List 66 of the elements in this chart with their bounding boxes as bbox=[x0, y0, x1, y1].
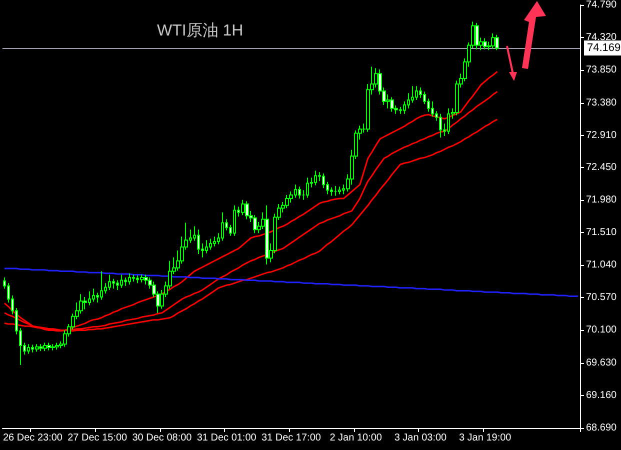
x-tick-label: 30 Dec 08:00 bbox=[132, 432, 192, 444]
candlestick bbox=[35, 344, 39, 352]
candlestick bbox=[47, 342, 51, 351]
y-tick-label: 74.320 bbox=[586, 32, 618, 44]
text: WTI原油 1H bbox=[157, 22, 244, 40]
x-tick-label: 26 Dec 23:00 bbox=[2, 432, 63, 444]
y-tick-label: 71.040 bbox=[586, 260, 618, 271]
candlestick bbox=[314, 170, 317, 186]
candlestick bbox=[43, 342, 47, 352]
candlestick bbox=[253, 214, 257, 234]
candlestick bbox=[92, 288, 95, 302]
y-tick-label: 73.850 bbox=[586, 64, 618, 76]
candlestick bbox=[233, 204, 236, 236]
candlestick bbox=[334, 185, 337, 196]
y-tick-label: 71.980 bbox=[586, 194, 618, 206]
x-tick-label: 31 Dec 17:00 bbox=[261, 432, 322, 444]
candlestick bbox=[51, 344, 55, 351]
candlestick bbox=[439, 113, 442, 138]
y-tick-label: 72.450 bbox=[586, 162, 618, 173]
candlestick bbox=[112, 278, 115, 290]
candlestick bbox=[221, 212, 224, 242]
x-tick-label: 2 Jan 10:00 bbox=[330, 432, 382, 444]
candlestick bbox=[491, 32, 495, 50]
candlestick bbox=[306, 177, 309, 198]
candlestick bbox=[495, 34, 499, 51]
y-tick-label: 73.380 bbox=[586, 97, 618, 108]
candlestick bbox=[245, 200, 249, 220]
y-tick-label: 72.910 bbox=[586, 130, 618, 141]
y-tick-label: 69.630 bbox=[586, 357, 618, 368]
candlestick bbox=[298, 186, 301, 199]
x-tick-label: 3 Jan 19:00 bbox=[458, 432, 512, 444]
candlestick bbox=[132, 274, 135, 282]
candlestick bbox=[120, 274, 123, 288]
candlestick bbox=[213, 236, 216, 247]
x-tick-label: 31 Dec 01:00 bbox=[196, 432, 257, 444]
candlestick bbox=[415, 86, 418, 100]
x-tick-label: 27 Dec 15:00 bbox=[68, 432, 128, 444]
candlestick bbox=[209, 238, 212, 250]
ref-line-label: 74.169 bbox=[587, 42, 621, 54]
y-tick-label: 69.160 bbox=[586, 390, 618, 401]
candlestick bbox=[27, 344, 30, 354]
candlestick bbox=[483, 38, 487, 50]
y-tick-label: 74.790 bbox=[586, 0, 618, 10]
y-tick-label: 70.570 bbox=[586, 292, 618, 304]
candlestick bbox=[197, 229, 200, 254]
candlestick bbox=[140, 274, 144, 283]
y-tick-label: 71.510 bbox=[586, 226, 618, 238]
candlestick bbox=[144, 274, 148, 285]
candlestick bbox=[285, 194, 289, 209]
y-tick-label: 70.100 bbox=[586, 324, 618, 336]
candlestick bbox=[475, 22, 479, 50]
candlestick bbox=[39, 344, 43, 352]
candlestick bbox=[205, 240, 208, 254]
y-tick-label: 68.690 bbox=[586, 422, 618, 434]
candlestick bbox=[338, 186, 341, 195]
candlestick bbox=[265, 204, 269, 265]
candlestick bbox=[55, 342, 59, 350]
candlestick bbox=[100, 270, 103, 300]
line-series bbox=[4, 268, 579, 297]
x-tick-label: 3 Jan 03:00 bbox=[394, 432, 448, 444]
candlestick bbox=[128, 272, 131, 285]
candlestick bbox=[108, 274, 111, 291]
candlestick bbox=[241, 199, 245, 216]
candlestick bbox=[390, 96, 394, 112]
candlestick bbox=[124, 277, 127, 286]
candlestick bbox=[431, 100, 434, 118]
